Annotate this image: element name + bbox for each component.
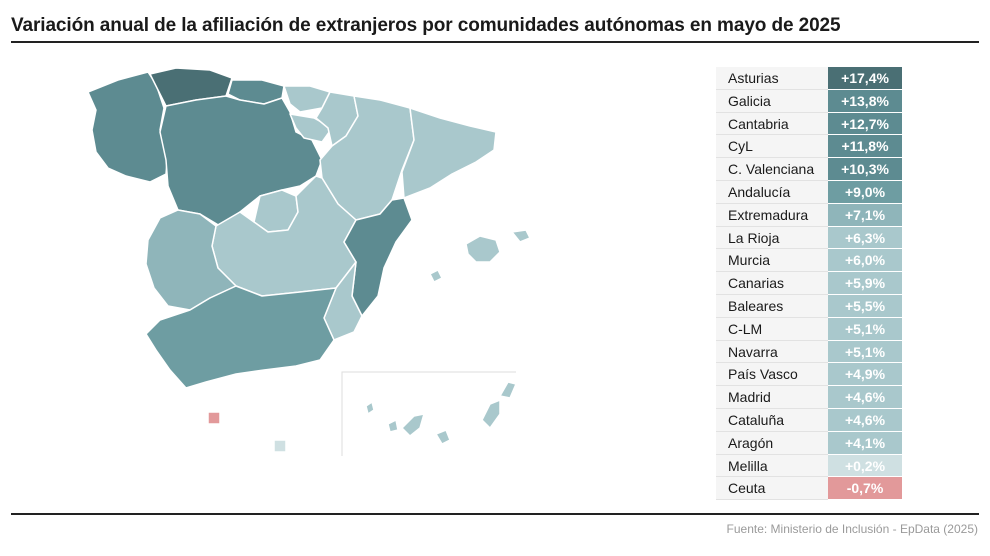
table-row: La Rioja +6,3%	[716, 226, 904, 250]
value-cell: +5,1%	[828, 340, 902, 364]
table-row: Extremadura +7,1%	[716, 203, 904, 227]
region-cataluna[interactable]	[401, 107, 497, 199]
chart-title: Variación anual de la afiliación de extr…	[11, 15, 841, 36]
region-label: Asturias	[716, 67, 828, 90]
value-cell: +4,9%	[828, 363, 902, 387]
region-label: Extremadura	[716, 203, 828, 227]
footer-rule	[11, 513, 979, 515]
table-row: Canarias +5,9%	[716, 272, 904, 295]
table-row: C. Valenciana +10,3%	[716, 158, 904, 181]
value-cell: +7,1%	[828, 203, 902, 227]
region-label: País Vasco	[716, 363, 828, 387]
region-label: Cantabria	[716, 112, 828, 136]
value-cell: -0,7%	[828, 477, 902, 501]
table-row: Cataluña +4,6%	[716, 408, 904, 432]
region-label: Cataluña	[716, 408, 828, 432]
value-cell: +11,8%	[828, 135, 902, 159]
value-cell: +5,1%	[828, 317, 902, 341]
spain-choropleth-map	[87, 67, 531, 456]
region-label: C. Valenciana	[716, 158, 828, 181]
table-row: C-LM +5,1%	[716, 317, 904, 341]
table-row: Cantabria +12,7%	[716, 112, 904, 136]
table-row: País Vasco +4,9%	[716, 363, 904, 387]
region-label: Madrid	[716, 386, 828, 409]
table-row: Madrid +4,6%	[716, 386, 904, 409]
region-canarias[interactable]	[365, 381, 517, 445]
region-label: CyL	[716, 135, 828, 159]
region-label: La Rioja	[716, 226, 828, 250]
title-rule	[11, 41, 979, 43]
table-row: Galicia +13,8%	[716, 89, 904, 113]
value-cell: +9,0%	[828, 180, 902, 204]
region-label: Baleares	[716, 294, 828, 318]
region-label: Murcia	[716, 249, 828, 273]
value-cell: +5,5%	[828, 294, 902, 318]
region-galicia[interactable]	[87, 71, 169, 183]
region-cvalenciana[interactable]	[343, 197, 413, 317]
value-cell: +0,2%	[828, 454, 902, 478]
region-la-rioja[interactable]	[289, 113, 333, 143]
region-melilla[interactable]	[273, 439, 287, 453]
table-row: Baleares +5,5%	[716, 294, 904, 318]
value-cell: +4,6%	[828, 386, 902, 409]
table-row: Asturias +17,4%	[716, 67, 904, 90]
value-cell: +13,8%	[828, 89, 902, 113]
value-cell: +12,7%	[828, 112, 902, 136]
region-label: Canarias	[716, 272, 828, 295]
region-cyl[interactable]	[159, 95, 323, 227]
region-baleares[interactable]	[429, 229, 531, 283]
region-label: Navarra	[716, 340, 828, 364]
table-row: Andalucía +9,0%	[716, 180, 904, 204]
table-row: Murcia +6,0%	[716, 249, 904, 273]
value-cell: +10,3%	[828, 158, 902, 181]
region-label: C-LM	[716, 317, 828, 341]
region-label: Melilla	[716, 454, 828, 478]
source-note: Fuente: Ministerio de Inclusión - EpData…	[726, 522, 978, 536]
table-row: Melilla +0,2%	[716, 454, 904, 478]
region-ceuta[interactable]	[207, 411, 221, 425]
region-label: Aragón	[716, 431, 828, 455]
values-table: Asturias +17,4% Galicia +13,8% Cantabria +12,…	[716, 67, 904, 501]
canarias-inset-frame	[341, 371, 516, 456]
table-row: Ceuta -0,7%	[716, 477, 904, 501]
value-cell: +17,4%	[828, 67, 902, 90]
value-cell: +4,1%	[828, 431, 902, 455]
value-cell: +5,9%	[828, 272, 902, 295]
region-label: Galicia	[716, 89, 828, 113]
region-label: Ceuta	[716, 477, 828, 501]
table-row: Aragón +4,1%	[716, 431, 904, 455]
value-cell: +4,6%	[828, 408, 902, 432]
region-label: Andalucía	[716, 180, 828, 204]
value-cell: +6,0%	[828, 249, 902, 273]
table-row: Navarra +5,1%	[716, 340, 904, 364]
region-andalucia[interactable]	[145, 285, 337, 389]
table-row: CyL +11,8%	[716, 135, 904, 159]
value-cell: +6,3%	[828, 226, 902, 250]
